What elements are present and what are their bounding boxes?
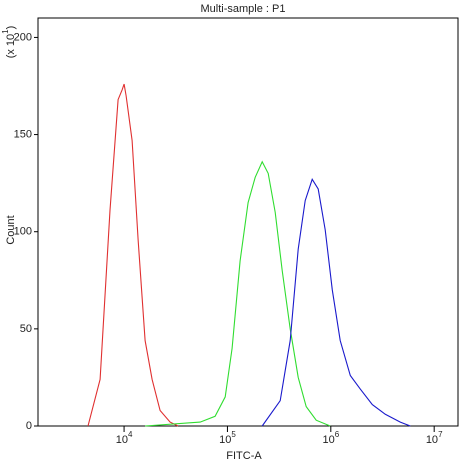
y-tick-label: 50 [20,323,32,335]
y-multiplier: (x 101) [1,26,17,59]
chart-title: Multi-sample : P1 [201,3,286,15]
x-axis-label: FITC-A [226,450,262,462]
y-tick-label: 200 [14,31,32,43]
x-tick-label: 105 [219,430,236,446]
histogram-line [145,160,331,427]
plot-frame [37,17,459,427]
y-axis-label: Count [5,215,17,244]
y-tick-label: 150 [14,128,32,140]
y-tick-label: 100 [14,226,32,238]
x-tick-label: 106 [322,430,339,446]
x-tick-label: 107 [426,430,443,446]
x-tick-label: 104 [116,430,133,446]
histogram-line [261,178,411,427]
histogram-line [87,83,179,427]
y-tick-label: 0 [26,420,32,432]
